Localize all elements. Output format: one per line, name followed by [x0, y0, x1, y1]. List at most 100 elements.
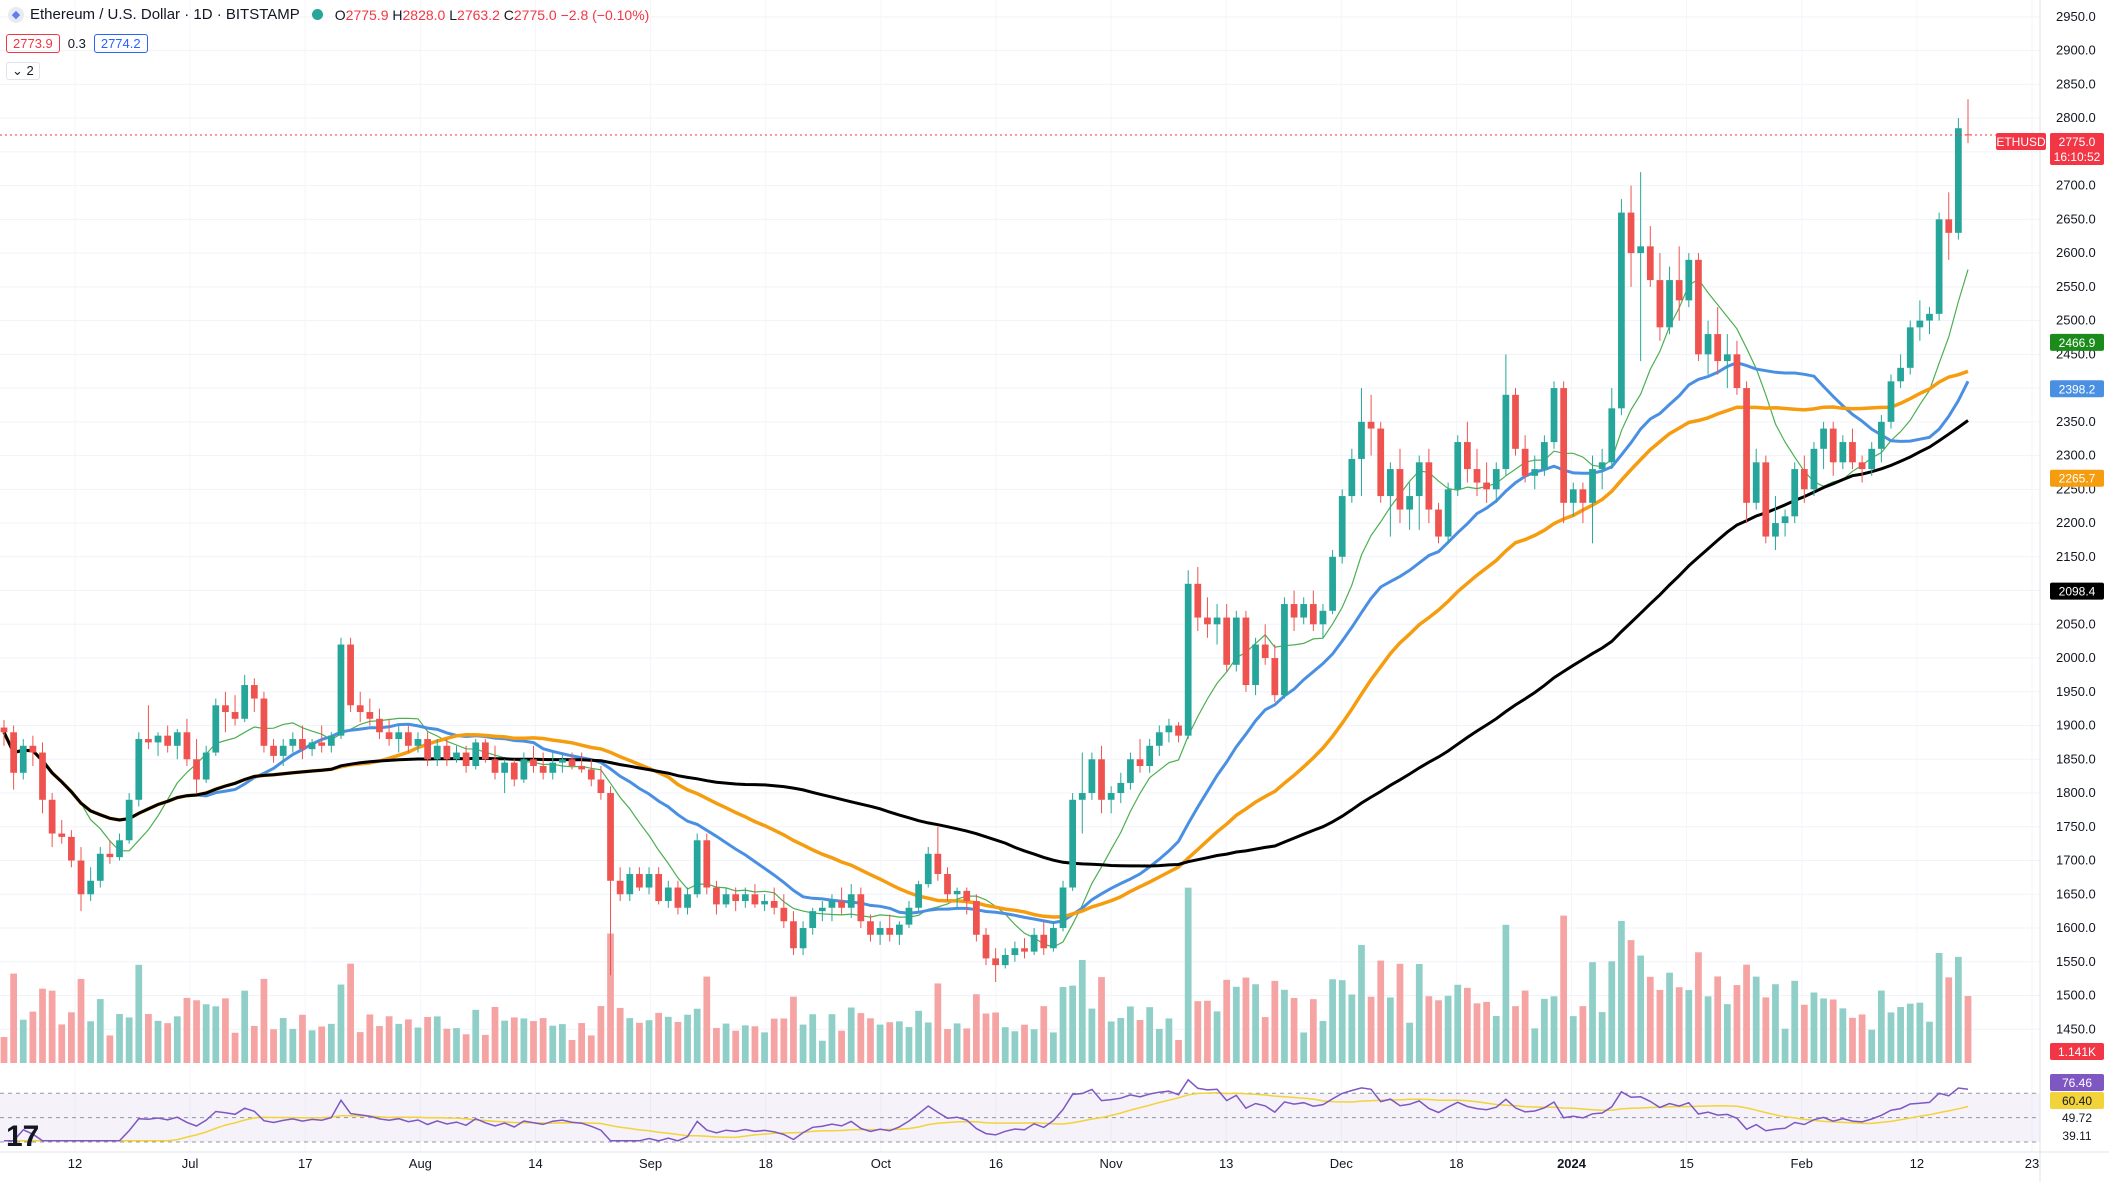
candle: [1204, 597, 1211, 638]
candle-body: [299, 739, 306, 750]
volume-bar: [1656, 989, 1664, 1063]
candle: [58, 820, 66, 844]
candle-body: [1714, 334, 1722, 362]
candle: [1569, 482, 1577, 517]
volume-bar: [337, 984, 345, 1063]
candle: [1829, 421, 1837, 476]
volume-bar: [241, 990, 249, 1063]
candle-body: [1541, 442, 1548, 470]
volume-bar: [1377, 960, 1385, 1063]
volume-bar: [636, 1022, 643, 1063]
candle-body: [539, 766, 547, 773]
candle: [154, 732, 162, 756]
volume-bar: [539, 1018, 547, 1063]
volume-bar: [915, 1010, 922, 1063]
candle-body: [433, 745, 441, 760]
y-tick-label: 1900.0: [2056, 718, 2096, 733]
candle: [1608, 388, 1616, 470]
volume-bar: [1608, 961, 1616, 1063]
candle: [973, 894, 980, 942]
x-tick-label: 17: [298, 1156, 312, 1171]
candle-body: [462, 752, 470, 767]
volume-bar: [703, 976, 711, 1063]
candle-body: [1175, 725, 1182, 736]
candle: [1464, 421, 1471, 483]
candle-body: [424, 739, 431, 760]
candle-body: [1781, 516, 1789, 524]
candle-body: [1021, 948, 1028, 952]
volume-bar: [1521, 990, 1529, 1063]
volume-bar: [1021, 1024, 1028, 1063]
candle: [1435, 502, 1442, 544]
volume-bar: [250, 1025, 258, 1063]
candle-body: [96, 853, 104, 881]
candle: [366, 698, 374, 726]
volume-bar: [1695, 952, 1702, 1063]
volume-bars: [0, 887, 1972, 1063]
candle: [732, 887, 740, 912]
volume-bar: [193, 1000, 200, 1063]
candle-body: [924, 853, 932, 885]
candle-body: [915, 884, 922, 908]
volume-bar: [299, 1014, 306, 1063]
candle-body: [443, 745, 451, 760]
candle: [568, 752, 576, 770]
candle-body: [395, 732, 403, 740]
volume-bar: [944, 1029, 951, 1063]
price-label-text: 2398.2: [2059, 382, 2096, 396]
sell-button[interactable]: 2773.9: [6, 34, 60, 53]
y-tick-label: 1750.0: [2056, 819, 2096, 834]
volume-bar: [953, 1023, 961, 1063]
candle: [713, 880, 720, 915]
candle: [0, 720, 8, 746]
buy-button[interactable]: 2774.2: [93, 34, 148, 53]
candle-body: [1637, 246, 1645, 254]
y-tick-label: 2300.0: [2056, 448, 2096, 463]
candle-body: [29, 745, 37, 753]
candle: [1541, 435, 1548, 476]
volume-bar: [279, 1017, 287, 1063]
candle: [1271, 644, 1279, 702]
candle-body: [944, 874, 951, 895]
candle-body: [1232, 617, 1240, 665]
candlesticks: [0, 99, 1972, 983]
volume-bar: [433, 1016, 441, 1063]
volume-bar: [1849, 1017, 1856, 1063]
candle: [202, 745, 210, 783]
ma-black-line: [2, 419, 1969, 868]
volume-bar: [231, 1032, 239, 1063]
collapse-indicators-button[interactable]: ⌄ 2: [6, 62, 40, 80]
candle-body: [1425, 462, 1433, 510]
candle-body: [1358, 421, 1365, 459]
candle-body: [1309, 604, 1317, 625]
rsi-label-text: 76.46: [2062, 1076, 2092, 1090]
y-tick-label: 1450.0: [2056, 1021, 2096, 1036]
candle-body: [607, 793, 614, 881]
candle-body: [501, 762, 508, 773]
candle: [867, 914, 874, 942]
candle-body: [173, 732, 181, 746]
candle-body: [1772, 523, 1779, 537]
candle: [876, 921, 884, 945]
volume-bar: [1531, 1028, 1539, 1063]
volume-bar: [992, 1012, 999, 1063]
volume-bar: [1618, 920, 1625, 1063]
candle-body: [1454, 442, 1462, 490]
candle: [462, 745, 470, 773]
volume-bar: [924, 1022, 932, 1063]
candle: [664, 880, 672, 908]
volume-bar: [1223, 979, 1231, 1063]
candle: [356, 691, 364, 723]
candle-body: [1704, 334, 1712, 355]
price-label-text: 16:10:52: [2054, 150, 2101, 164]
candle: [703, 833, 711, 895]
candle-body: [241, 685, 249, 719]
candle-body: [145, 739, 152, 743]
candle-body: [1512, 394, 1519, 449]
volume-bar: [684, 1014, 691, 1063]
candle: [1646, 226, 1654, 287]
volume-bar: [587, 1035, 595, 1063]
candle-body: [1290, 604, 1298, 618]
volume-bar: [799, 1024, 807, 1063]
